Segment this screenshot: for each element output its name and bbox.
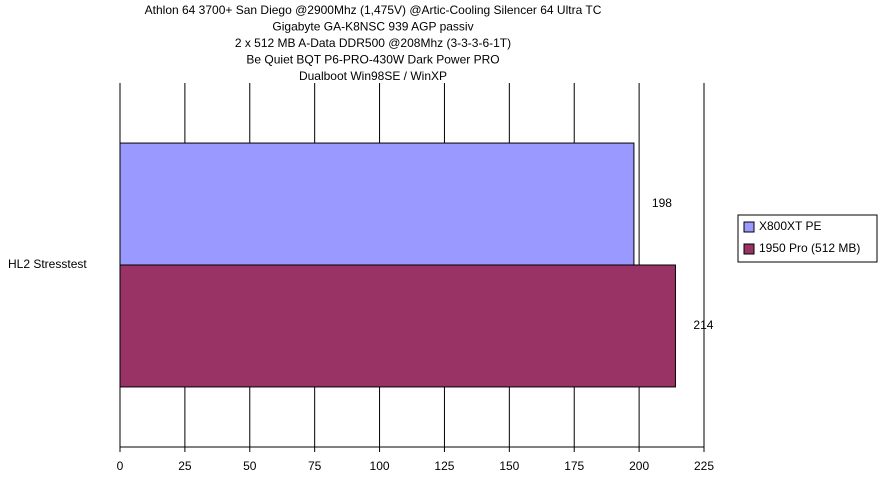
x-tick-label: 0 xyxy=(117,459,124,473)
legend-box xyxy=(737,214,878,263)
x-tick-label: 175 xyxy=(564,459,584,473)
legend-swatch xyxy=(743,221,755,233)
bar xyxy=(119,142,635,266)
x-tick-label: 50 xyxy=(243,459,257,473)
chart-title: Be Quiet BQT P6-PRO-430W Dark Power PRO xyxy=(246,53,499,67)
x-tick-label: 150 xyxy=(499,459,519,473)
chart-title: Dualboot Win98SE / WinXP xyxy=(299,69,447,83)
data-label: 214 xyxy=(693,318,713,332)
bar xyxy=(119,264,676,388)
legend-swatch xyxy=(743,243,755,255)
chart-title: Athlon 64 3700+ San Diego @2900Mhz (1,47… xyxy=(145,3,602,17)
legend-label: X800XT PE xyxy=(759,219,821,233)
chart-title: 2 x 512 MB A-Data DDR500 @208Mhz (3-3-3-… xyxy=(235,36,511,50)
x-tick-label: 100 xyxy=(370,459,390,473)
x-tick-label: 75 xyxy=(308,459,322,473)
x-tick-label: 225 xyxy=(694,459,714,473)
x-tick-label: 200 xyxy=(629,459,649,473)
x-tick-label: 125 xyxy=(434,459,454,473)
data-label: 198 xyxy=(652,196,672,210)
legend-label: 1950 Pro (512 MB) xyxy=(759,241,860,255)
y-tick-label: HL2 Stresstest xyxy=(8,257,87,271)
x-tick-label: 25 xyxy=(178,459,192,473)
chart-title: Gigabyte GA-K8NSC 939 AGP passiv xyxy=(272,20,473,34)
